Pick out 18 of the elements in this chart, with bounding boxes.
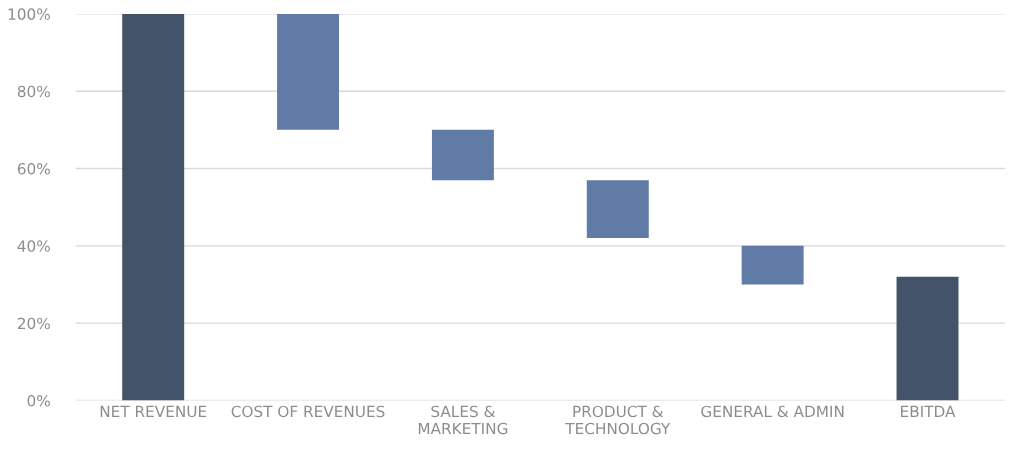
x-tick-label: PRODUCT & TECHNOLOGY bbox=[565, 405, 671, 435]
bar bbox=[431, 129, 494, 181]
y-tick-label: 100% bbox=[8, 8, 50, 20]
x-tick-label: SALES & MARKETING bbox=[418, 405, 508, 435]
y-tick-label: 20% bbox=[17, 317, 50, 330]
bar bbox=[277, 13, 340, 130]
bar bbox=[741, 245, 804, 285]
x-tick-label: EBITDA bbox=[901, 405, 956, 417]
bar bbox=[122, 13, 185, 401]
y-tick-label: 0% bbox=[27, 394, 50, 407]
y-tick-label: 60% bbox=[17, 163, 50, 175]
x-tick-label: NET REVENUE bbox=[100, 405, 207, 418]
y-tick-label: 40% bbox=[17, 240, 50, 252]
y-tick-label: 80% bbox=[17, 85, 50, 98]
x-tick-label: GENERAL & ADMIN bbox=[701, 405, 844, 418]
x-tick-label: COST OF REVENUES bbox=[231, 405, 385, 418]
bar bbox=[896, 276, 959, 401]
bar bbox=[586, 180, 649, 239]
